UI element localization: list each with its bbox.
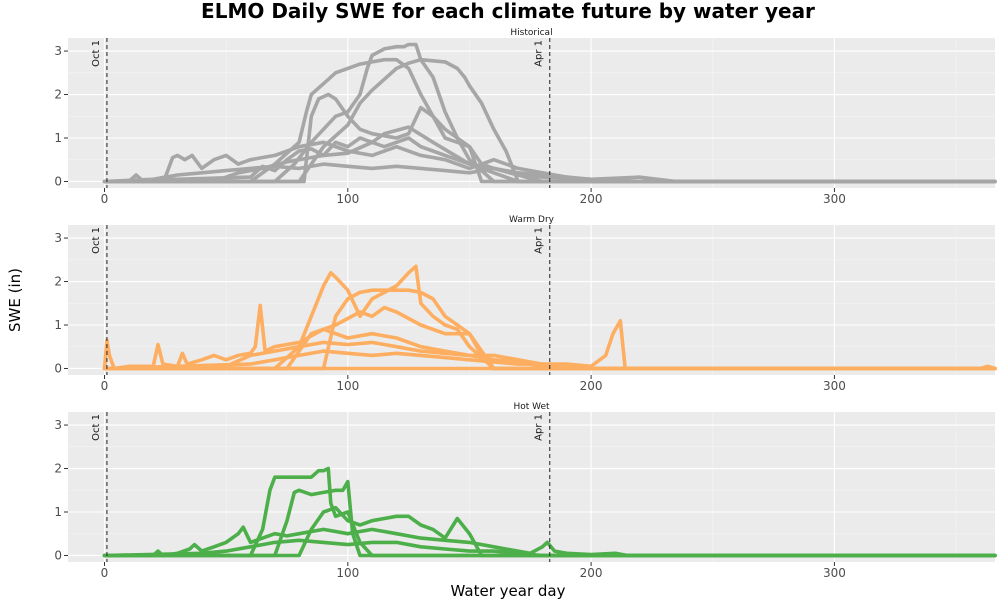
y-tick-label: 0: [54, 174, 62, 188]
series-line: [102, 303, 997, 371]
series-line: [102, 525, 997, 558]
y-tick-label: 1: [54, 318, 62, 332]
x-tick-label: 100: [336, 379, 359, 393]
chart-title: ELMO Daily SWE for each climate future b…: [201, 0, 815, 23]
reference-line-label: Apr 1: [534, 40, 545, 67]
panel-background: [68, 38, 995, 188]
series-line: [102, 349, 997, 371]
x-tick-label: 100: [336, 192, 359, 206]
y-axis-title: SWE (in): [6, 268, 24, 332]
panel-warm-dry: Warm Dry Oct 1 Apr 1 0 1 2 3 0 100 200 300: [54, 215, 997, 393]
series-line: [102, 57, 997, 184]
panel-background: [68, 225, 995, 375]
y-tick-label: 2: [54, 88, 62, 102]
series-line: [102, 92, 997, 184]
series-line: [102, 364, 997, 371]
x-tick-label: 200: [580, 379, 603, 393]
series-line: [102, 162, 997, 184]
y-tick-label: 3: [54, 418, 62, 432]
x-tick-label: 200: [580, 566, 603, 580]
panel-strip-label: Warm Dry: [509, 215, 555, 225]
series-line: [102, 288, 997, 371]
reference-line-label: Apr 1: [534, 414, 545, 441]
x-tick-label: 0: [101, 192, 109, 206]
y-tick-label: 0: [54, 361, 62, 375]
series-line: [102, 264, 997, 371]
y-tick-label: 3: [54, 231, 62, 245]
panel-strip-label: Historical: [510, 28, 552, 38]
y-tick-label: 0: [54, 548, 62, 562]
series-line: [102, 140, 997, 184]
y-tick-label: 2: [54, 462, 62, 476]
panel-background: [68, 412, 995, 562]
x-tick-label: 0: [101, 379, 109, 393]
x-tick-label: 0: [101, 566, 109, 580]
series-line: [102, 505, 997, 558]
x-tick-label: 300: [823, 379, 846, 393]
y-tick-label: 2: [54, 275, 62, 289]
x-tick-label: 300: [823, 192, 846, 206]
reference-line-label: Apr 1: [534, 227, 545, 254]
y-tick-label: 3: [54, 44, 62, 58]
x-axis-title: Water year day: [451, 582, 566, 600]
y-tick-label: 1: [54, 131, 62, 145]
panel-strip-label: Hot Wet: [513, 402, 550, 412]
panel-historical: Historical Oct 1 Apr 1 0 1 2 3 0 100 200 300: [54, 28, 997, 206]
x-tick-label: 300: [823, 566, 846, 580]
series-line: [102, 57, 997, 184]
reference-line-label: Oct 1: [91, 414, 102, 441]
y-tick-label: 1: [54, 505, 62, 519]
x-tick-label: 100: [336, 566, 359, 580]
reference-line-label: Oct 1: [91, 40, 102, 67]
x-tick-label: 200: [580, 192, 603, 206]
series-line: [102, 538, 997, 558]
reference-line-label: Oct 1: [91, 227, 102, 254]
panel-hot-wet: Hot Wet Oct 1 Apr 1 0 1 2 3 0 100 200 300: [54, 402, 997, 580]
series-line: [102, 42, 997, 184]
